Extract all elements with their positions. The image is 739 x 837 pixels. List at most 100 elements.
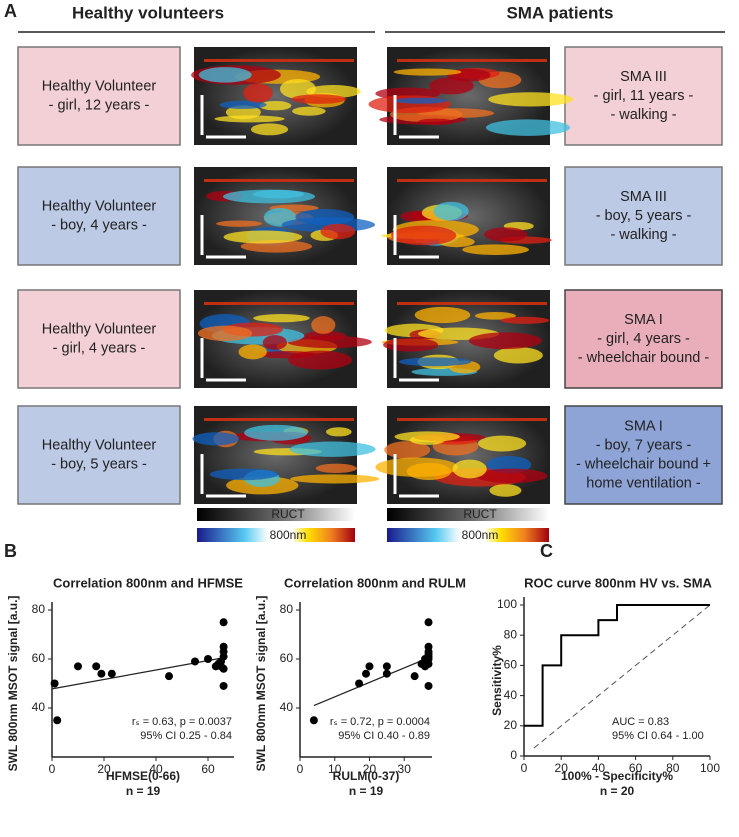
info-text: - girl, 12 years - (49, 97, 150, 113)
signal-blob (198, 67, 252, 83)
data-point (97, 669, 106, 678)
signal-blob (225, 105, 261, 120)
data-point (219, 664, 228, 673)
x-axis-label: RULM(0-37) (333, 769, 400, 783)
signal-blob (468, 332, 542, 350)
signal-blob (311, 316, 336, 334)
info-text: - boy, 7 years - (596, 437, 692, 453)
info-box (17, 46, 181, 146)
data-point (165, 672, 173, 681)
info-text: Healthy Volunteer (42, 78, 157, 94)
data-point (410, 672, 419, 681)
info-text: - walking - (610, 227, 676, 243)
signal-blob (287, 335, 372, 349)
info-text: SMA III (620, 189, 667, 205)
data-point (424, 642, 433, 651)
chart-title: Correlation 800nm and HFMSE (53, 575, 243, 590)
reference-line (533, 604, 711, 749)
ultrasound-image (375, 406, 550, 504)
y-tick-label: 40 (280, 700, 294, 714)
panel-label: C (540, 541, 553, 561)
info-text: Healthy Volunteer (42, 321, 157, 337)
info-text: - girl, 4 years - (597, 331, 690, 347)
data-point (355, 679, 364, 688)
x-tick-label: 0 (49, 762, 56, 776)
y-tick-label: 20 (504, 718, 518, 732)
signal-blob (289, 441, 376, 457)
info-text: - walking - (610, 107, 676, 123)
data-point (424, 681, 433, 690)
info-text: - boy, 5 years - (596, 208, 692, 224)
signal-blob (223, 230, 303, 244)
x-tick-label: 10 (328, 762, 342, 776)
info-text: - boy, 4 years - (51, 217, 147, 233)
data-point (92, 662, 101, 671)
signal-blob (291, 94, 347, 104)
y-tick-label: 0 (510, 748, 517, 762)
signal-blob (375, 457, 459, 477)
y-tick-label: 40 (32, 700, 46, 714)
info-text: SMA I (624, 418, 663, 434)
x-tick-label: 40 (592, 761, 606, 775)
data-point (50, 679, 59, 688)
signal-blob (429, 77, 474, 95)
data-point (362, 669, 370, 678)
data-point (382, 662, 391, 671)
chart-title: ROC curve 800nm HV vs. SMA (524, 575, 712, 590)
colorbar-label: 800nm (462, 528, 499, 542)
data-point (219, 642, 228, 651)
y-tick-label: 80 (280, 602, 294, 616)
annotation: 95% CI 0.64 - 1.00 (612, 730, 704, 742)
roc-curve (524, 604, 710, 727)
ultrasound-image (191, 47, 361, 145)
data-point (107, 669, 116, 678)
signal-blob (252, 189, 304, 199)
colorbar-label: 800nm (270, 528, 307, 542)
signal-blob (219, 100, 267, 109)
info-box (564, 166, 723, 266)
trend-line (313, 657, 429, 707)
signal-blob (243, 83, 273, 103)
data-point (211, 662, 220, 671)
data-point (74, 662, 82, 671)
signal-blob (462, 244, 529, 256)
signal-blob (500, 316, 550, 324)
info-text: - girl, 11 years - (594, 88, 694, 104)
y-axis-label: Sensitivity% (490, 645, 504, 716)
skin-line (204, 302, 354, 305)
colorbar-label: RUCT (463, 507, 497, 521)
signal-blob (474, 311, 516, 320)
signal-blob (485, 119, 571, 136)
y-tick-label: 40 (504, 688, 518, 702)
y-axis-label: SWL 800nm MSOT signal [a.u.] (254, 596, 268, 772)
signal-blob (477, 435, 527, 452)
colorbar-label: RUCT (271, 507, 305, 521)
x-tick-label: 80 (666, 761, 680, 775)
skin-line (204, 179, 354, 182)
signal-blob (393, 68, 462, 76)
panel-label: B (4, 541, 17, 561)
annotation: rₛ = 0.63, p = 0.0037 (132, 716, 232, 728)
chart-title: Correlation 800nm and RULM (284, 575, 466, 590)
signal-blob (414, 306, 471, 324)
data-point (309, 716, 318, 725)
x-tick-label: 20 (363, 762, 377, 776)
info-text: SMA III (620, 69, 667, 85)
x-axis-label: 100% - Specificity% (561, 769, 673, 783)
x-tick-label: 30 (398, 762, 412, 776)
data-point (417, 659, 426, 668)
data-point (382, 669, 391, 678)
x-tick-label: 20 (97, 762, 111, 776)
signal-blob (398, 357, 472, 367)
panel-label: A (4, 1, 17, 21)
signal-blob (290, 474, 380, 484)
info-box (17, 289, 181, 389)
info-box (17, 405, 181, 505)
n-label: n = 19 (349, 784, 384, 798)
data-point (424, 618, 433, 627)
info-text: - wheelchair bound - (578, 350, 710, 366)
info-text: - girl, 4 years - (53, 340, 146, 356)
data-point (219, 618, 228, 627)
signal-blob (209, 468, 279, 481)
